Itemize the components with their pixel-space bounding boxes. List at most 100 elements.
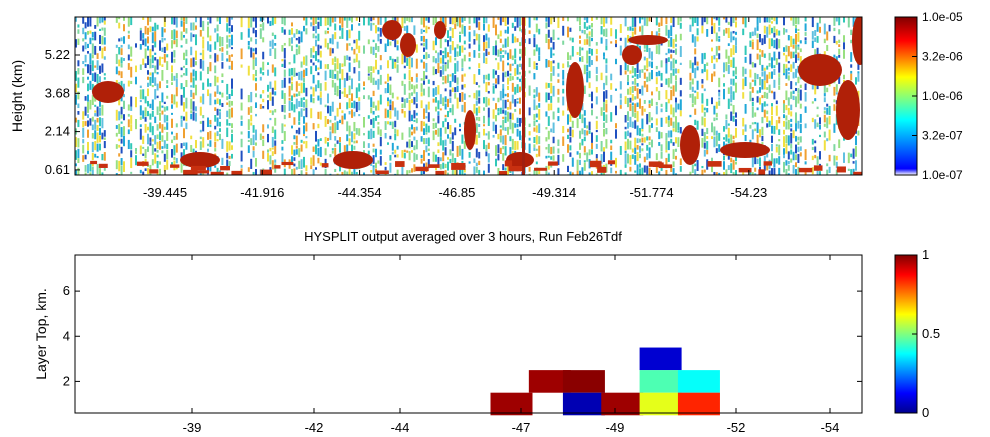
backscatter-streak (629, 166, 632, 172)
backscatter-streak (231, 107, 233, 118)
backscatter-streak (324, 17, 327, 26)
backscatter-streak (166, 106, 169, 111)
backscatter-streak (785, 115, 788, 121)
surface-return (451, 162, 466, 170)
backscatter-streak (312, 169, 315, 175)
backscatter-plume (622, 45, 642, 65)
backscatter-streak (144, 168, 147, 171)
backscatter-streak (475, 100, 478, 106)
backscatter-streak (166, 54, 169, 58)
backscatter-streak (343, 170, 346, 175)
backscatter-streak (115, 17, 118, 23)
backscatter-streak (94, 141, 97, 151)
backscatter-streak (346, 102, 349, 110)
backscatter-streak (766, 74, 769, 84)
backscatter-streak (147, 126, 149, 131)
backscatter-streak (389, 121, 392, 126)
backscatter-streak (120, 57, 123, 64)
backscatter-streak (485, 41, 488, 49)
backscatter-streak (487, 24, 490, 32)
backscatter-streak (804, 83, 807, 91)
backscatter-streak (727, 64, 730, 74)
backscatter-streak (151, 72, 154, 83)
backscatter-streak (639, 17, 641, 24)
backscatter-streak (139, 85, 142, 89)
backscatter-streak (646, 57, 649, 68)
backscatter-streak (408, 17, 411, 23)
backscatter-streak (701, 93, 704, 104)
backscatter-streak (865, 77, 867, 80)
backscatter-streak (775, 38, 778, 50)
backscatter-streak (439, 70, 442, 77)
backscatter-streak (751, 129, 754, 140)
backscatter-streak (639, 163, 641, 168)
backscatter-streak (199, 136, 202, 140)
backscatter-streak (161, 64, 164, 67)
backscatter-streak (166, 143, 169, 149)
backscatter-streak (87, 83, 89, 92)
backscatter-streak (475, 107, 478, 116)
backscatter-streak (415, 126, 418, 131)
backscatter-streak (180, 31, 183, 41)
backscatter-streak (754, 156, 757, 165)
backscatter-streak (749, 91, 752, 102)
backscatter-streak (579, 170, 581, 175)
backscatter-streak (550, 156, 553, 160)
backscatter-streak (91, 163, 94, 167)
backscatter-streak (509, 147, 512, 158)
backscatter-streak (605, 17, 608, 24)
backscatter-streak (775, 120, 778, 130)
backscatter-streak (814, 83, 817, 95)
backscatter-streak (358, 83, 361, 92)
backscatter-streak (655, 106, 658, 115)
backscatter-streak (175, 78, 178, 88)
backscatter-streak (394, 173, 397, 175)
backscatter-streak (823, 110, 826, 114)
top-plot-frame (74, 16, 863, 176)
backscatter-streak (643, 108, 646, 112)
hysplit-cells (490, 347, 720, 416)
backscatter-streak (473, 50, 476, 58)
backscatter-streak (591, 28, 593, 38)
backscatter-streak (576, 17, 579, 22)
backscatter-streak (535, 161, 538, 165)
backscatter-streak (183, 128, 185, 139)
backscatter-streak (147, 168, 149, 175)
backscatter-streak (372, 143, 375, 147)
backscatter-streak (730, 111, 733, 121)
backscatter-streak (509, 49, 512, 59)
backscatter-streak (468, 95, 471, 98)
backscatter-streak (562, 154, 565, 162)
backscatter-streak (771, 17, 773, 20)
backscatter-streak (790, 128, 793, 132)
backscatter-streak (631, 81, 634, 85)
backscatter-streak (511, 169, 514, 175)
backscatter-streak (667, 120, 670, 127)
backscatter-streak (766, 26, 769, 38)
backscatter-streak (372, 155, 375, 164)
backscatter-streak (694, 169, 697, 175)
backscatter-streak (826, 31, 829, 41)
backscatter-streak (190, 72, 193, 83)
backscatter-streak (624, 172, 627, 175)
backscatter-streak (754, 72, 757, 80)
backscatter-streak (771, 168, 773, 175)
surface-return (321, 163, 329, 168)
backscatter-streak (547, 60, 550, 68)
backscatter-streak (732, 105, 735, 115)
backscatter-streak (454, 167, 457, 175)
surface-return (652, 162, 664, 168)
surface-return (190, 165, 206, 171)
backscatter-streak (401, 103, 404, 109)
backscatter-streak (567, 144, 569, 153)
backscatter-streak (101, 172, 104, 175)
backscatter-streak (216, 17, 219, 22)
backscatter-streak (99, 65, 101, 74)
backscatter-streak (403, 149, 406, 153)
backscatter-streak (826, 107, 829, 115)
backscatter-streak (636, 125, 639, 136)
backscatter-streak (259, 17, 262, 22)
backscatter-streak (778, 77, 781, 86)
backscatter-streak (795, 33, 797, 45)
backscatter-streak (226, 58, 229, 62)
